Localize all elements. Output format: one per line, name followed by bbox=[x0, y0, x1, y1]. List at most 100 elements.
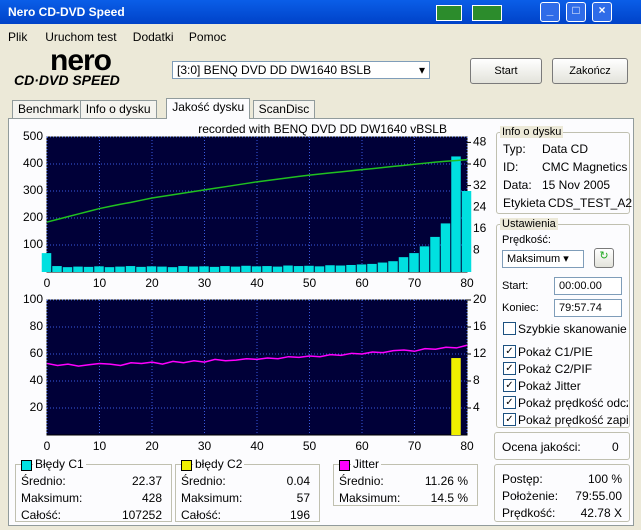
bar bbox=[104, 267, 115, 272]
checkbox-label: Pokaż Jitter bbox=[518, 379, 581, 393]
drive-name: [3:0] BENQ DVD DD DW1640 BSLB bbox=[177, 63, 372, 77]
stat-label: Maksimum: bbox=[21, 491, 83, 505]
x-tick-label: 40 bbox=[250, 276, 264, 290]
y2-tick-label: 16 bbox=[473, 221, 487, 235]
tab[interactable]: Benchmark bbox=[12, 100, 85, 118]
bar bbox=[377, 262, 388, 272]
checkbox-label: Pokaż prędkość odczy bbox=[518, 396, 628, 410]
stat-label: Maksimum: bbox=[181, 491, 243, 505]
y2-tick-label: 8 bbox=[473, 373, 480, 387]
checkbox[interactable] bbox=[503, 322, 516, 335]
bar bbox=[251, 266, 262, 272]
bar bbox=[283, 265, 293, 272]
bar bbox=[146, 266, 157, 272]
y-tick-label: 400 bbox=[23, 156, 43, 170]
start-button[interactable]: Start bbox=[470, 58, 542, 84]
stat-label: Całość: bbox=[21, 508, 62, 522]
stat-value: 57 bbox=[296, 491, 310, 505]
bar bbox=[125, 266, 136, 272]
info-value: Data CD bbox=[542, 142, 589, 156]
maximize[interactable]: □ bbox=[566, 2, 586, 22]
logo-sub: CD·DVD SPEED bbox=[14, 72, 120, 88]
bar bbox=[73, 266, 83, 272]
x-tick-label: 60 bbox=[355, 439, 369, 453]
menu-item[interactable]: Pomoc bbox=[188, 30, 227, 44]
stats-box bbox=[15, 464, 172, 522]
progress-box bbox=[494, 464, 630, 522]
legend-label: Błędy C1 bbox=[33, 457, 86, 471]
info-label: ID: bbox=[503, 160, 519, 174]
start-field[interactable]: 00:00.00 bbox=[554, 277, 622, 295]
x-tick-label: 40 bbox=[250, 439, 264, 453]
minimize[interactable]: _ bbox=[540, 2, 560, 22]
drive-select[interactable]: [3:0] BENQ DVD DD DW1640 BSLB ▾ bbox=[172, 61, 430, 79]
window-title: Nero CD-DVD Speed bbox=[8, 5, 125, 19]
y-tick-label: 100 bbox=[23, 237, 43, 251]
group-label: Ustawienia bbox=[500, 218, 558, 230]
bar bbox=[346, 264, 356, 272]
checkbox-label: Pokaż C1/PIE bbox=[518, 345, 593, 359]
checkbox[interactable]: ✓ bbox=[503, 413, 516, 426]
info-label: Typ: bbox=[503, 142, 526, 156]
stat-label: Średnio: bbox=[181, 474, 226, 488]
speed-select[interactable]: Maksimum ▾ bbox=[502, 250, 584, 268]
stop-button[interactable]: Zakończ bbox=[552, 58, 628, 84]
menu-item[interactable]: Dodatki bbox=[132, 30, 174, 44]
tab[interactable]: Info o dysku bbox=[79, 100, 157, 118]
bar bbox=[356, 264, 367, 272]
y-tick-label: 200 bbox=[23, 210, 43, 224]
stats-box bbox=[333, 464, 478, 506]
bar bbox=[136, 266, 146, 272]
checkbox[interactable]: ✓ bbox=[503, 362, 516, 375]
bar bbox=[83, 266, 94, 272]
y2-tick-label: 40 bbox=[473, 156, 487, 170]
refresh[interactable]: ↻ bbox=[594, 248, 614, 268]
close[interactable]: × bbox=[592, 2, 612, 22]
x-tick-label: 30 bbox=[198, 439, 212, 453]
bar bbox=[272, 266, 283, 272]
x-tick-label: 80 bbox=[460, 276, 474, 290]
y2-tick-label: 12 bbox=[473, 346, 487, 360]
menu-item[interactable]: Uruchom test bbox=[45, 30, 117, 44]
bar bbox=[262, 266, 272, 272]
progress-value: 100 % bbox=[587, 472, 622, 486]
plot-area bbox=[46, 299, 468, 436]
menu-item[interactable]: Plik bbox=[8, 30, 28, 44]
bar bbox=[335, 265, 346, 272]
checkbox[interactable]: ✓ bbox=[503, 345, 516, 358]
bar bbox=[230, 266, 241, 272]
label: Prędkość: bbox=[502, 234, 551, 246]
progress-value: 42.78 X bbox=[580, 506, 622, 520]
stat-label: Maksimum: bbox=[339, 491, 401, 505]
info-label: Data: bbox=[503, 178, 532, 192]
stat-value: 107252 bbox=[121, 508, 162, 522]
y2-tick-label: 16 bbox=[473, 319, 487, 333]
label: Start: bbox=[502, 280, 529, 292]
x-tick-label: 80 bbox=[460, 439, 474, 453]
progress-label: Położenie: bbox=[502, 489, 559, 503]
end-field[interactable]: 79:57.74 bbox=[554, 299, 622, 317]
y-tick-label: 500 bbox=[23, 129, 43, 143]
y-tick-label: 100 bbox=[23, 292, 43, 306]
bar bbox=[209, 266, 220, 272]
logo: nero bbox=[50, 44, 112, 77]
checkbox-label: Pokaż C2/PIF bbox=[518, 362, 593, 376]
x-tick-label: 60 bbox=[355, 276, 369, 290]
bar bbox=[52, 266, 62, 272]
x-tick-label: 70 bbox=[408, 276, 422, 290]
tab[interactable]: Jakość dysku bbox=[166, 98, 251, 119]
bar bbox=[461, 191, 472, 272]
quality-box bbox=[494, 432, 630, 460]
series-line bbox=[46, 158, 468, 223]
checkbox-label: Szybkie skanowanie bbox=[518, 322, 627, 336]
checkbox[interactable]: ✓ bbox=[503, 379, 516, 392]
stat-label: Całość: bbox=[181, 508, 222, 522]
info-label: Etykieta bbox=[503, 196, 546, 210]
tab[interactable]: ScanDisc bbox=[252, 100, 316, 118]
stat-label: Średnio: bbox=[339, 474, 384, 488]
legend-swatch bbox=[21, 460, 32, 471]
checkbox[interactable]: ✓ bbox=[503, 396, 516, 409]
y2-tick-label: 24 bbox=[473, 199, 487, 213]
stat-label: Średnio: bbox=[21, 474, 66, 488]
